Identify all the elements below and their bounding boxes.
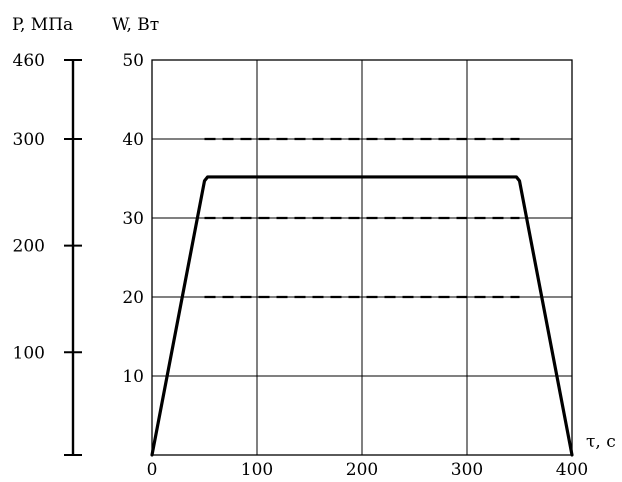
pressure-axis [64, 59, 82, 456]
labels: 0 100 200 300 400 10 20 30 40 50 460 300 200 100 P, МП… [12, 15, 616, 480]
pressure-tick-label: 460 [13, 51, 45, 71]
grid [152, 60, 572, 455]
power-axis-title: W, Вт [112, 15, 159, 35]
series-line [150, 175, 574, 457]
w-tick-label: 40 [122, 130, 144, 150]
x-tick-label: 0 [147, 460, 158, 480]
x-tick-label: 200 [346, 460, 378, 480]
x-tick-label: 400 [556, 460, 588, 480]
x-tick-label: 100 [241, 460, 273, 480]
plot-border [151, 59, 573, 456]
series [150, 175, 574, 457]
pressure-tick-label: 300 [13, 130, 45, 150]
w-tick-label: 30 [122, 209, 144, 229]
pressure-tick-label: 100 [13, 343, 45, 363]
w-tick-label: 10 [122, 367, 144, 387]
x-tick-label: 300 [451, 460, 483, 480]
time-axis-title: τ, с [586, 432, 616, 452]
pressure-axis-title: P, МПа [12, 15, 73, 35]
pressure-tick-label: 200 [13, 237, 45, 257]
reference-lines [204, 137, 520, 299]
plot-frame [151, 59, 573, 456]
w-tick-label: 20 [122, 288, 144, 308]
w-tick-label: 50 [122, 51, 144, 71]
